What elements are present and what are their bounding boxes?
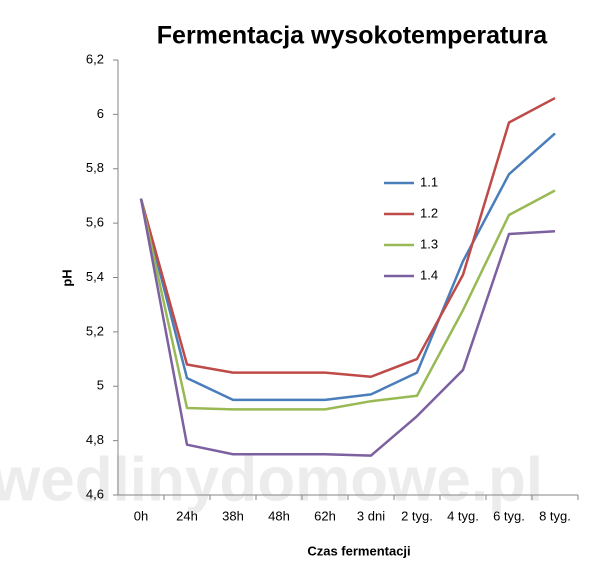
x-axis-title: Czas fermentacji [307,543,410,558]
x-tick-label: 62h [314,508,336,523]
y-tick-label: 5,6 [86,215,104,230]
y-tick-label: 5,4 [86,269,104,284]
x-tick-label: 38h [222,508,244,523]
x-tick-label: 3 dni [357,508,385,523]
series-line [139,132,556,402]
series-line [139,189,556,411]
legend-label: 1.3 [420,236,438,251]
y-tick-label: 5,8 [86,160,104,175]
y-tick-label: 5 [97,378,104,393]
x-tick-label: 6 tyg. [493,508,525,523]
y-tick-label: 6,2 [86,51,104,66]
y-axis-title: pH [59,269,74,286]
y-tick-label: 6 [97,106,104,121]
y-tick-label: 4,6 [86,486,104,501]
x-tick-label: 8 tyg. [539,508,571,523]
x-tick-label: 48h [268,508,290,523]
legend-label: 1.1 [420,174,438,189]
series-line [139,96,556,378]
x-tick-label: 2 tyg. [401,508,433,523]
legend-label: 1.4 [420,267,438,282]
x-tick-label: 4 tyg. [447,508,479,523]
legend-label: 1.2 [420,205,438,220]
x-tick-label: 24h [176,508,198,523]
y-tick-label: 4,8 [86,432,104,447]
chart-title: Fermentacja wysokotemperatura [157,22,549,50]
x-tick-label: 0h [134,508,148,523]
watermark: wedlinydomowe.pl [0,445,543,514]
series-line [139,198,556,457]
y-tick-label: 5,2 [86,323,104,338]
